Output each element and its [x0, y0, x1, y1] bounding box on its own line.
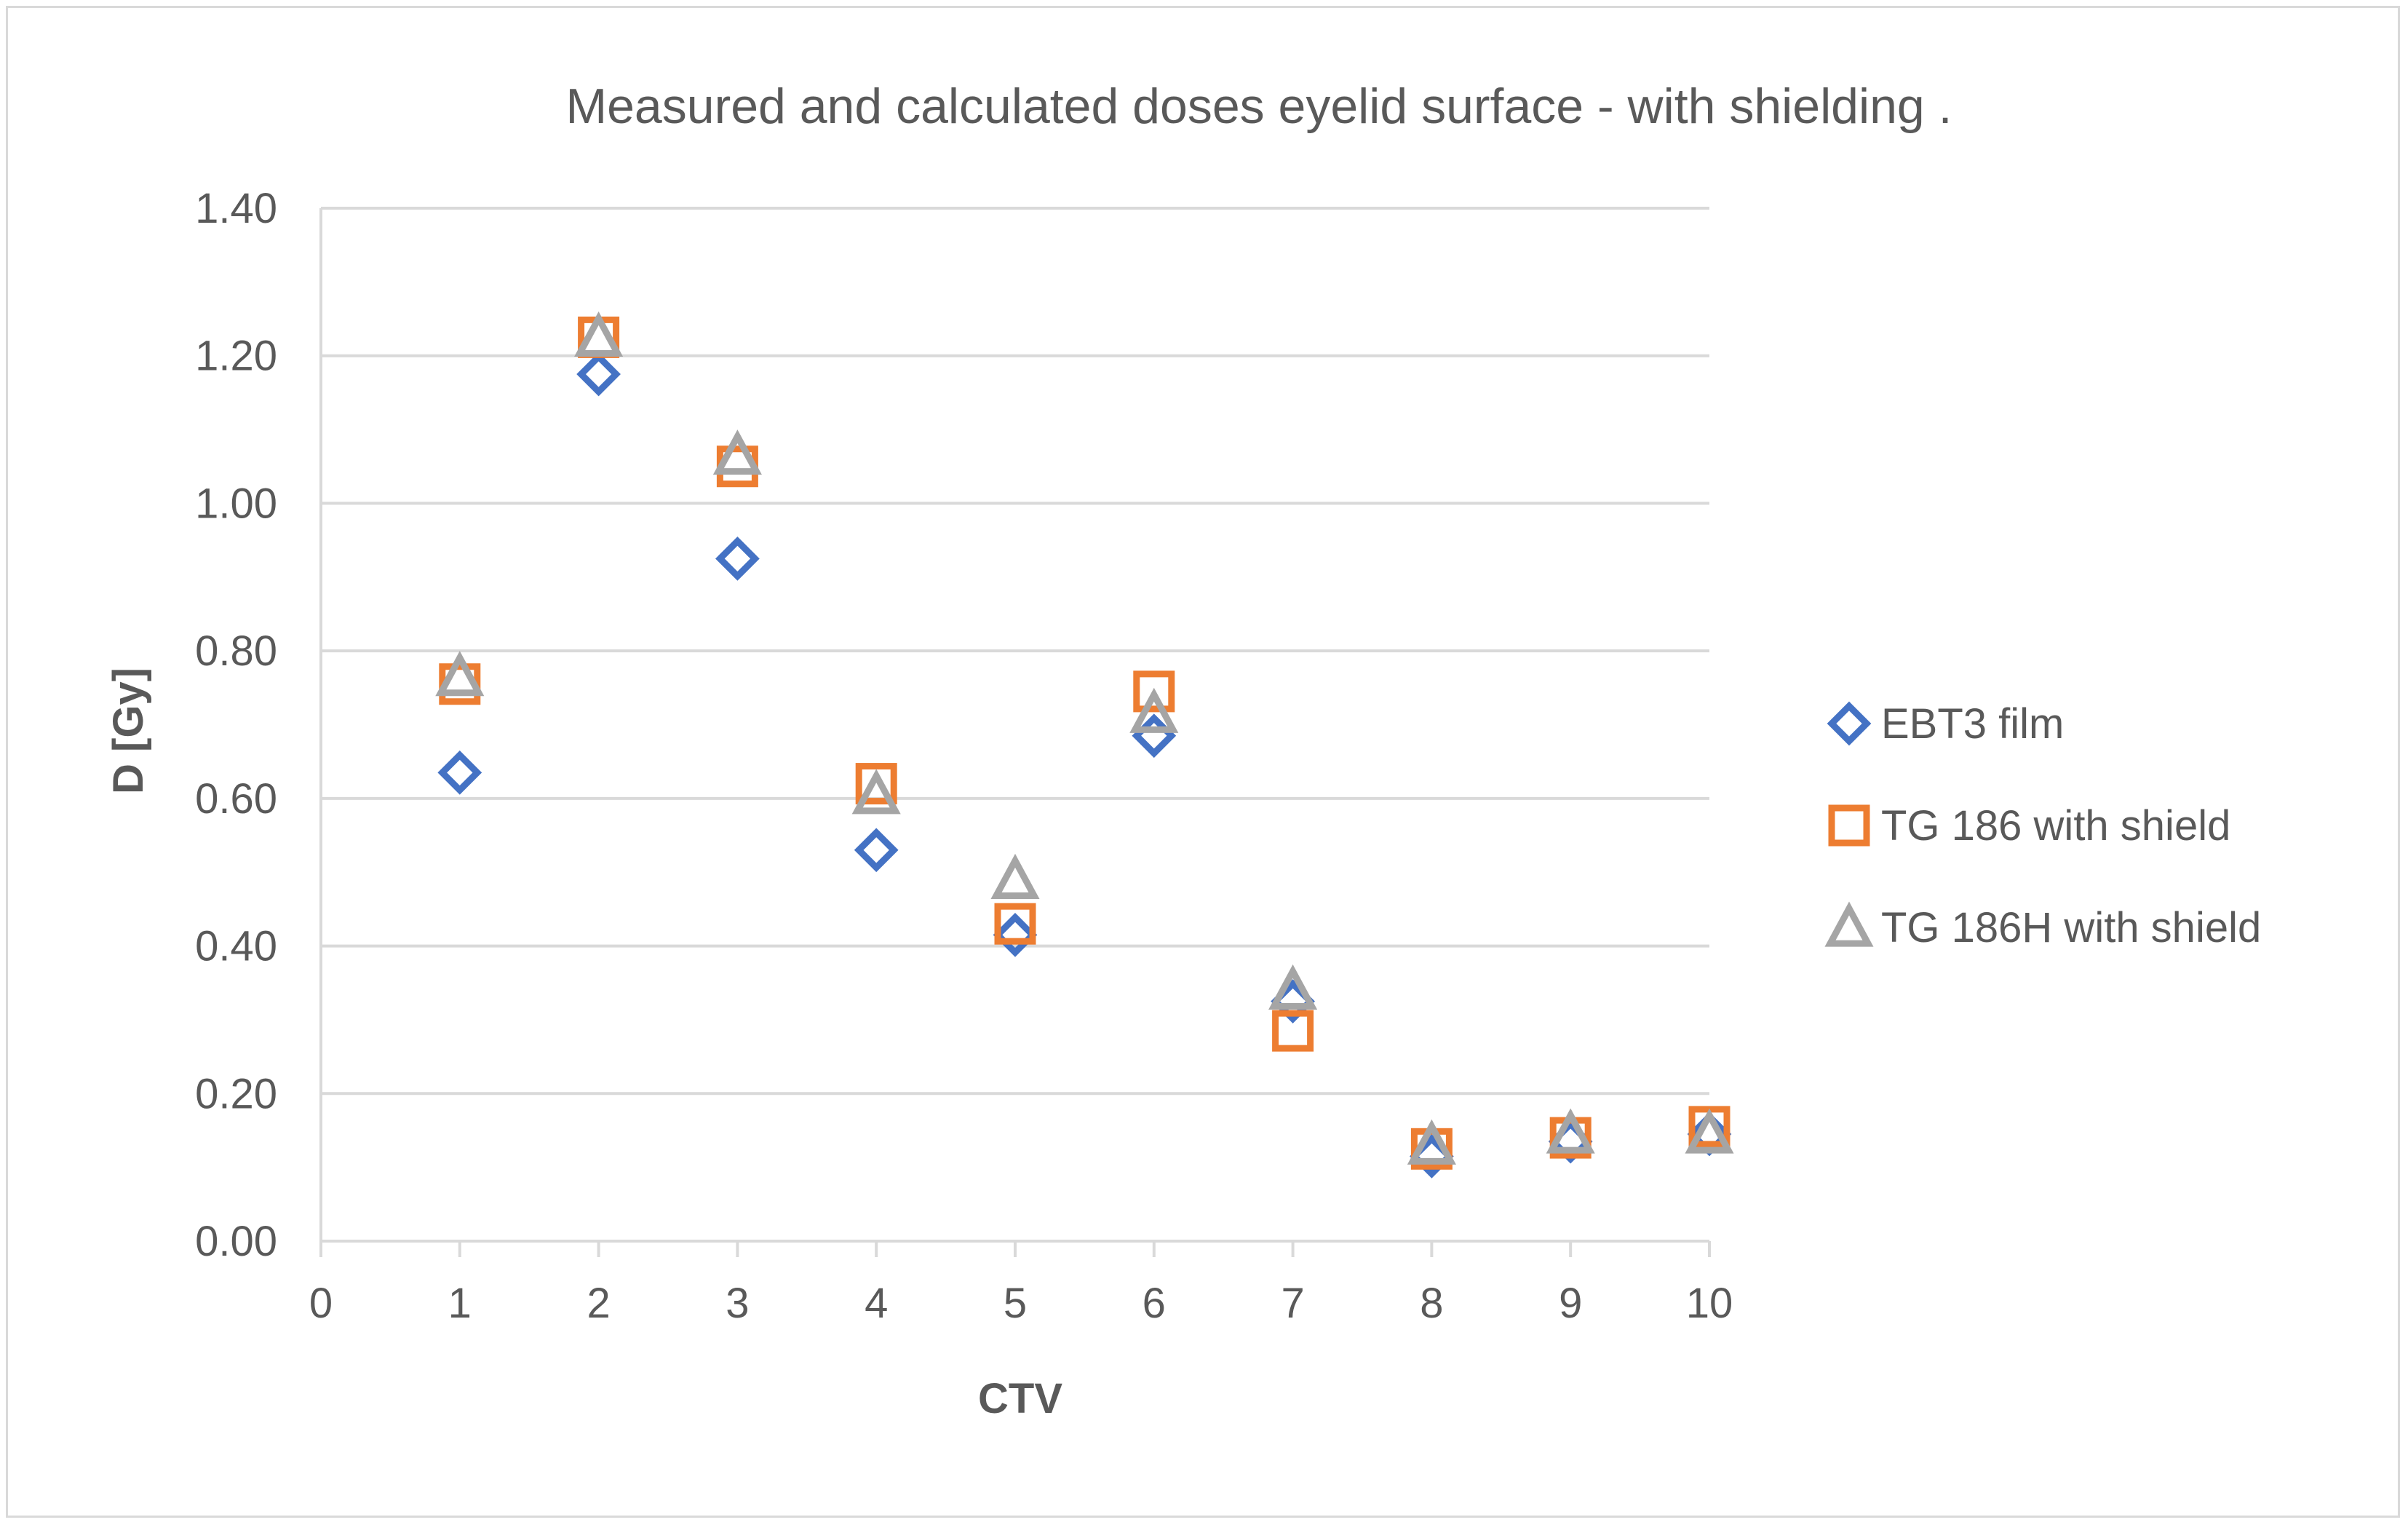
- y-tick-label: 1.20: [195, 333, 277, 380]
- data-point: [576, 352, 621, 397]
- x-tick-label: 10: [1686, 1280, 1733, 1327]
- series-ebt3-film: [437, 352, 1732, 1179]
- x-tick-label: 5: [1004, 1280, 1027, 1327]
- x-axis-title: CTV: [978, 1375, 1062, 1422]
- y-tick-label: 0.40: [195, 923, 277, 970]
- x-tick-label: 4: [865, 1280, 888, 1327]
- y-tick-label: 0.60: [195, 775, 277, 823]
- data-point: [1407, 1119, 1456, 1165]
- series-tg-186-with-shield: [439, 316, 1730, 1170]
- data-point: [715, 536, 760, 581]
- legend-marker: [1828, 804, 1870, 847]
- legend-label: TG 186H with shield: [1881, 904, 2261, 951]
- y-tick-label: 0.80: [195, 627, 277, 675]
- data-point: [574, 311, 624, 357]
- data-point: [1685, 1108, 1734, 1154]
- x-tick-label: 1: [448, 1280, 472, 1327]
- x-tick-label: 9: [1559, 1280, 1582, 1327]
- legend: EBT3 film TG 186 with shield TG 186H with …: [1824, 700, 2261, 951]
- y-tick-label: 0.00: [195, 1218, 277, 1265]
- chart-title: Measured and calculated doses eyelid sur…: [565, 79, 1952, 134]
- data-point: [1129, 687, 1179, 733]
- data-point: [437, 750, 482, 795]
- data-points: [435, 311, 1734, 1179]
- data-point: [435, 651, 485, 697]
- legend-label: TG 186 with shield: [1881, 802, 2230, 849]
- legend-marker: [1824, 901, 1874, 947]
- x-tick-label: 6: [1143, 1280, 1166, 1327]
- legend-label: EBT3 film: [1881, 700, 2064, 748]
- data-point: [712, 429, 762, 475]
- series-tg-186h-with-shield: [435, 311, 1734, 1165]
- chart-canvas: Measured and calculated doses eyelid sur…: [105, 79, 2261, 1422]
- y-tick-label: 1.00: [195, 480, 277, 527]
- x-tick-label: 2: [587, 1280, 610, 1327]
- data-point: [1268, 964, 1318, 1010]
- x-tick-label: 0: [309, 1280, 333, 1327]
- y-axis-title: D [Gy]: [105, 668, 152, 794]
- data-point: [851, 769, 901, 815]
- data-point: [993, 913, 1038, 957]
- x-tick-label: 8: [1420, 1280, 1443, 1327]
- tick-labels: 0.00 0.20 0.40 0.60 0.80 1.00 1.20 1.40 0 1 2 3 4 5 6 7…: [195, 185, 1733, 1327]
- y-tick-label: 0.20: [195, 1070, 277, 1117]
- data-point: [1546, 1108, 1595, 1154]
- data-point: [1133, 670, 1175, 713]
- data-point: [994, 903, 1036, 945]
- legend-marker: [1827, 701, 1872, 746]
- axes: [319, 208, 1711, 1257]
- gridlines: [321, 207, 1709, 1096]
- data-point: [854, 828, 899, 873]
- data-point: [855, 763, 897, 805]
- y-tick-label: 1.40: [195, 185, 277, 232]
- data-point: [1272, 1010, 1314, 1052]
- chart-frame: Measured and calculated doses eyelid sur…: [6, 6, 2400, 1518]
- x-tick-label: 7: [1281, 1280, 1304, 1327]
- x-tick-label: 3: [726, 1280, 749, 1327]
- data-point: [990, 853, 1040, 899]
